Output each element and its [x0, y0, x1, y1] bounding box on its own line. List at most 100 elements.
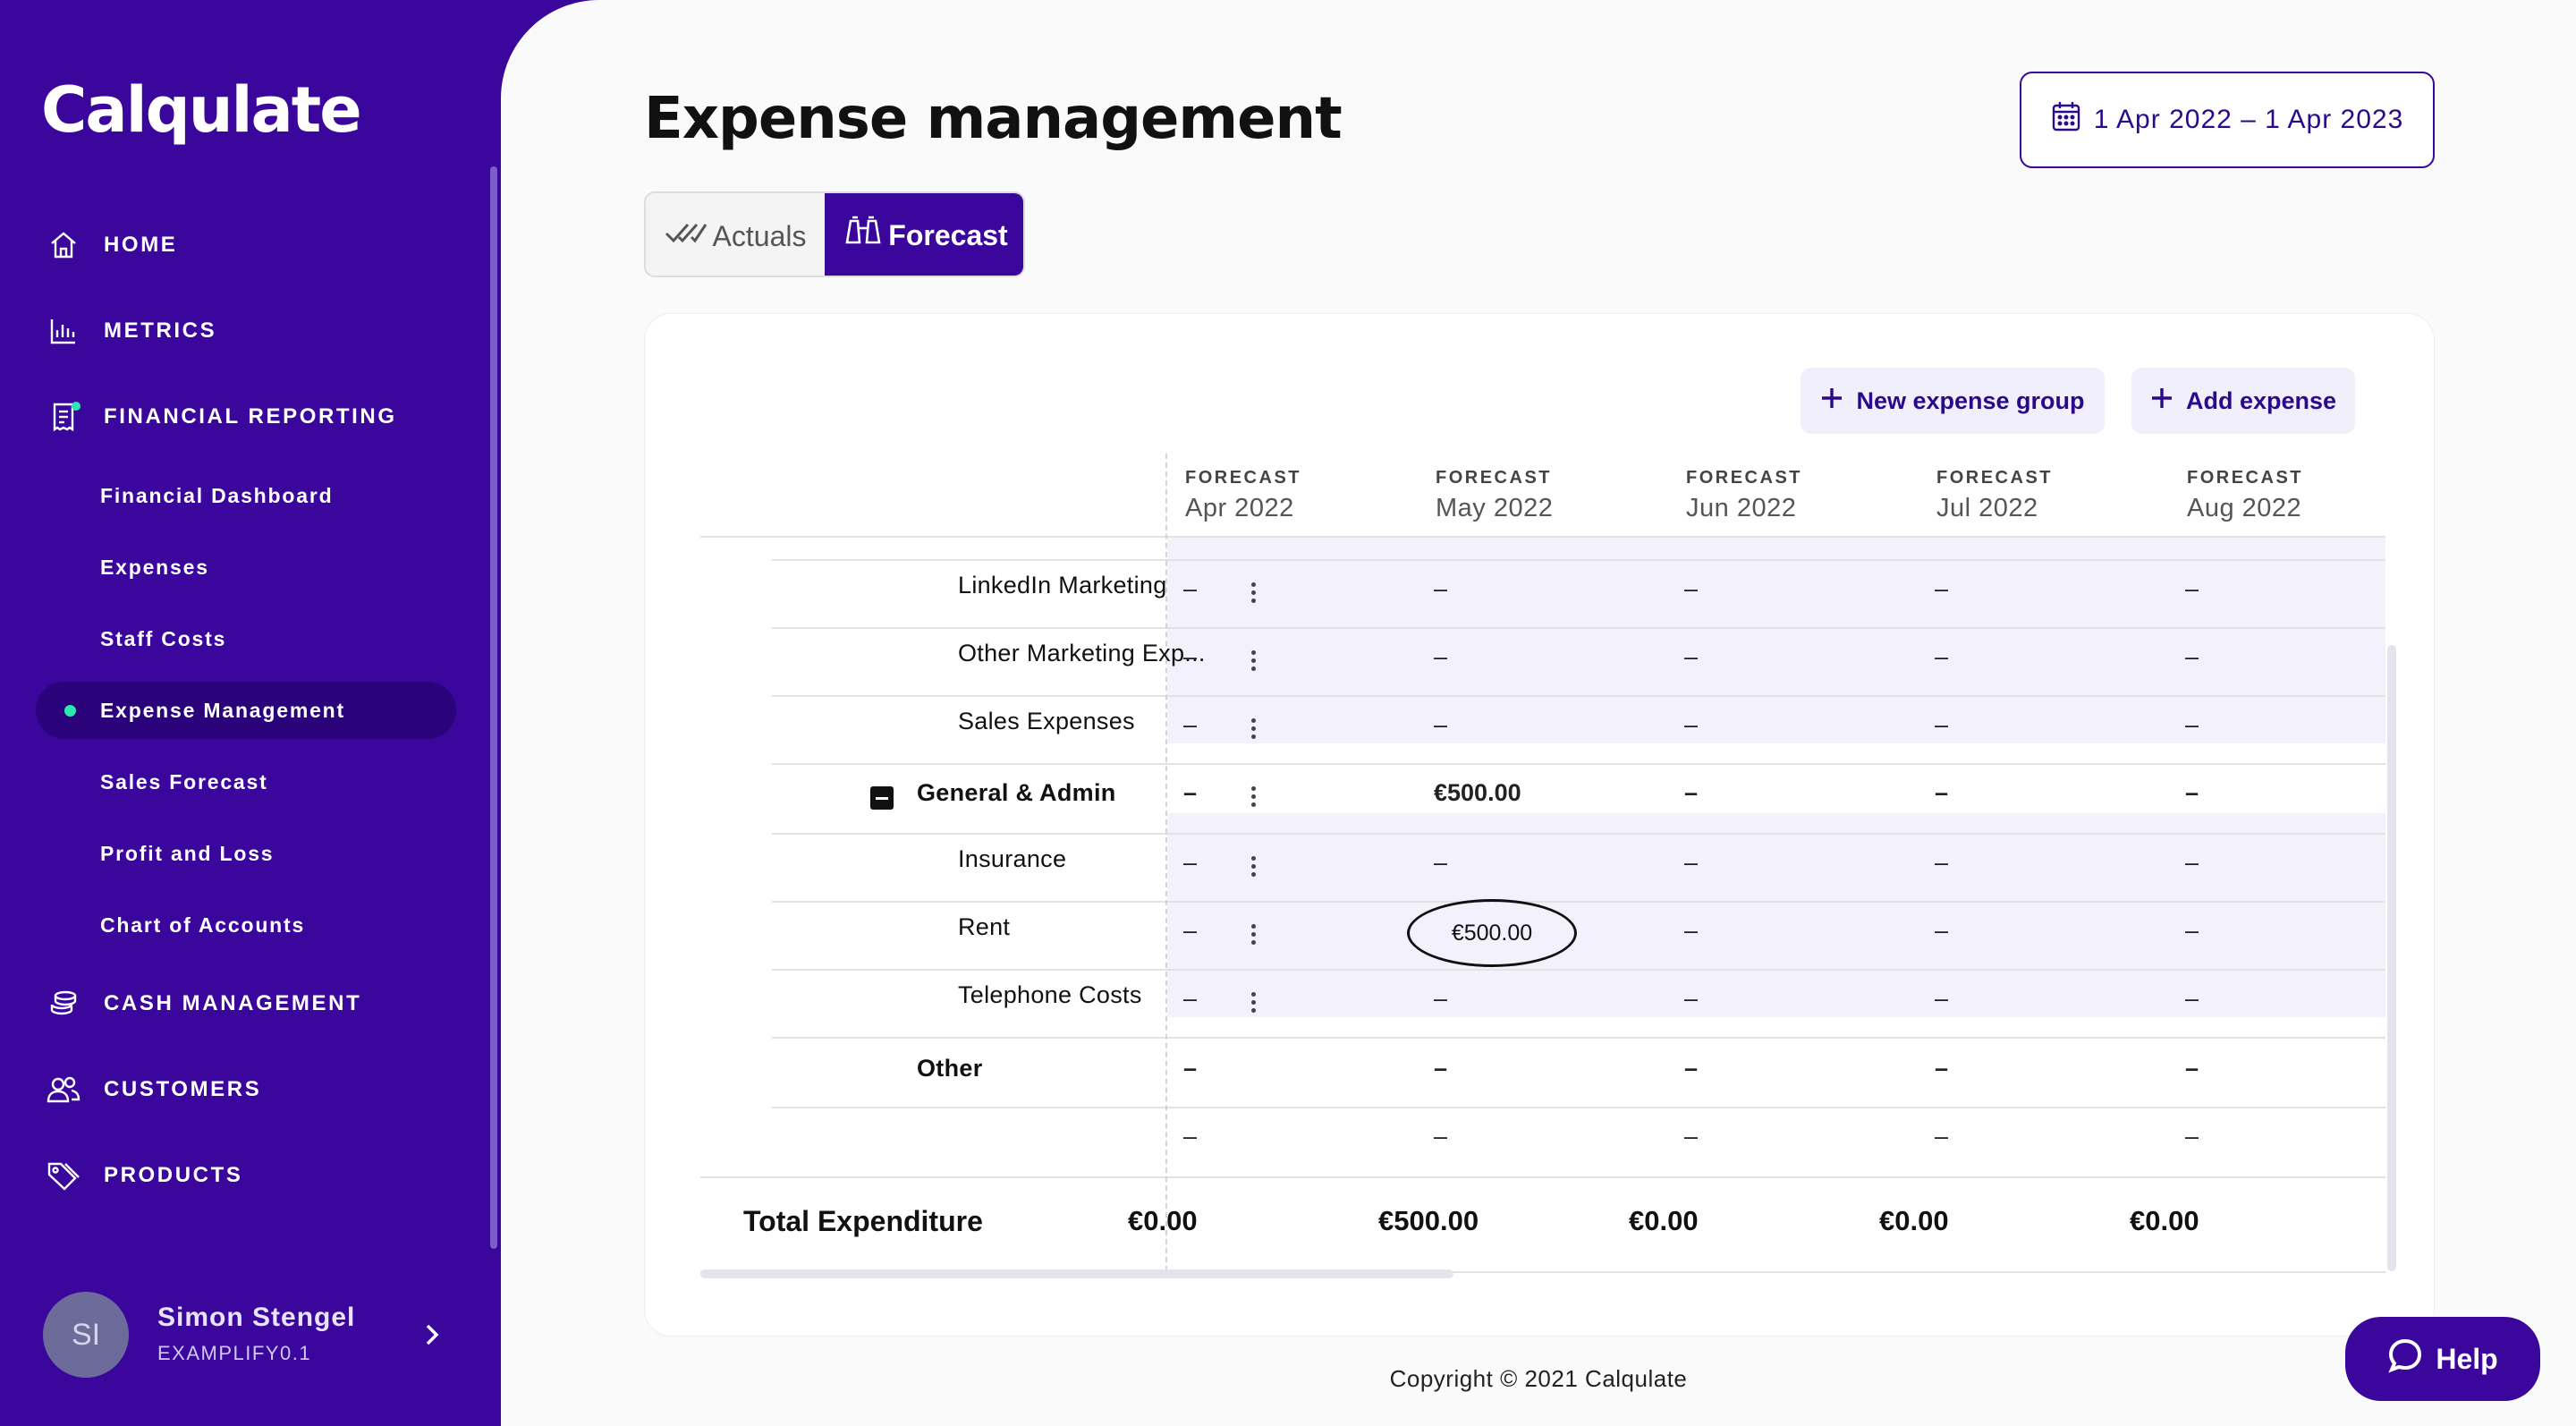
row-menu-icon[interactable]	[1251, 989, 1258, 1016]
home-icon	[47, 228, 80, 262]
nav-financial-reporting[interactable]: FINANCIAL REPORTING	[47, 395, 397, 438]
table-cell[interactable]: –	[1935, 1055, 1949, 1082]
new-expense-group-button[interactable]: New expense group	[1801, 368, 2105, 434]
table-cell[interactable]: –	[1684, 917, 1699, 944]
table-horizontal-scrollbar[interactable]	[700, 1269, 1453, 1278]
table-cell[interactable]: –	[1183, 1055, 1198, 1082]
subnav-expense-management[interactable]: Expense Management	[100, 698, 345, 722]
row-menu-icon[interactable]	[1251, 715, 1258, 743]
row-label-rent: Rent	[958, 913, 1011, 940]
help-button[interactable]: Help	[2345, 1317, 2540, 1401]
row-menu-icon[interactable]	[1251, 579, 1258, 607]
tab-forecast-label: Forecast	[888, 218, 1008, 251]
table-cell[interactable]: –	[1434, 711, 1448, 738]
table-cell[interactable]: –	[1183, 643, 1198, 670]
table-cell[interactable]: –	[1434, 985, 1448, 1012]
table-cell[interactable]: –	[1183, 917, 1198, 944]
divider	[772, 833, 2385, 835]
table-cell[interactable]: –	[1183, 985, 1198, 1012]
table-cell[interactable]: –	[1183, 711, 1198, 738]
users-icon	[47, 1073, 80, 1107]
user-profile[interactable]: SI Simon Stengel EXAMPLIFY0.1	[43, 1292, 463, 1381]
total-cell: €0.00	[1629, 1205, 1699, 1236]
row-label-other-marketing: Other Marketing Exp...	[958, 640, 1206, 666]
tab-actuals[interactable]: Actuals	[646, 193, 825, 276]
table-cell[interactable]: –	[1434, 643, 1448, 670]
subnav-sales-forecast[interactable]: Sales Forecast	[100, 769, 268, 794]
table-cell[interactable]: –	[1183, 849, 1198, 876]
tab-actuals-label: Actuals	[712, 219, 807, 252]
nav-financial-reporting-label: FINANCIAL REPORTING	[104, 404, 397, 429]
column-month: Apr 2022	[1185, 494, 1294, 522]
table-cell[interactable]: –	[1684, 711, 1699, 738]
sidebar-scrollbar[interactable]	[490, 166, 497, 1249]
row-menu-icon[interactable]	[1251, 647, 1258, 675]
table-cell[interactable]: –	[1684, 1123, 1699, 1150]
table-cell[interactable]: –	[2185, 1055, 2199, 1082]
highlighted-cell-rent-may[interactable]: €500.00	[1407, 899, 1577, 967]
nav-customers[interactable]: CUSTOMERS	[47, 1068, 261, 1111]
table-cell[interactable]: –	[1434, 849, 1448, 876]
table-cell[interactable]: –	[1684, 1055, 1699, 1082]
row-menu-icon[interactable]	[1251, 783, 1258, 811]
table-cell[interactable]: –	[1935, 1123, 1949, 1150]
row-label-other: Other	[917, 1055, 983, 1082]
row-shade	[1167, 538, 2385, 743]
row-menu-icon[interactable]	[1251, 921, 1258, 948]
coins-icon	[47, 987, 80, 1021]
table-cell[interactable]: –	[1684, 779, 1699, 806]
nav-home[interactable]: HOME	[47, 224, 177, 267]
nav-products[interactable]: PRODUCTS	[47, 1154, 242, 1197]
row-label-general-admin: General & Admin	[917, 779, 1116, 806]
table-cell[interactable]: –	[1935, 643, 1949, 670]
chevron-right-icon[interactable]	[422, 1319, 444, 1355]
nav-cash-management[interactable]: CASH MANAGEMENT	[47, 982, 361, 1025]
table-cell[interactable]: –	[2185, 985, 2199, 1012]
subnav-staff-costs[interactable]: Staff Costs	[100, 626, 227, 650]
total-expenditure-label: Total Expenditure	[743, 1205, 983, 1237]
calendar-icon	[2051, 100, 2081, 140]
subnav-chart-of-accounts[interactable]: Chart of Accounts	[100, 912, 306, 937]
table-cell[interactable]: –	[1935, 779, 1949, 806]
subnav-profit-and-loss[interactable]: Profit and Loss	[100, 841, 275, 865]
table-cell[interactable]: –	[1935, 575, 1949, 602]
table-cell[interactable]: –	[1434, 575, 1448, 602]
main-content: Expense management 1 Apr 2022 – 1 Apr 20…	[501, 0, 2576, 1426]
table-vertical-scrollbar[interactable]	[2387, 645, 2396, 1271]
collapse-group-icon[interactable]	[870, 786, 894, 810]
plus-icon	[2150, 386, 2174, 416]
table-cell[interactable]: –	[2185, 711, 2199, 738]
subnav-financial-dashboard[interactable]: Financial Dashboard	[100, 483, 334, 507]
table-cell[interactable]: –	[1684, 575, 1699, 602]
table-cell[interactable]: –	[1183, 575, 1198, 602]
table-cell[interactable]: –	[1434, 1055, 1448, 1082]
table-cell[interactable]: –	[2185, 1123, 2199, 1150]
table-cell[interactable]: –	[1684, 985, 1699, 1012]
table-cell[interactable]: –	[1935, 849, 1949, 876]
table-cell[interactable]: –	[1183, 1123, 1198, 1150]
table-cell[interactable]: –	[1684, 849, 1699, 876]
divider	[772, 627, 2385, 629]
table-cell[interactable]: –	[2185, 779, 2199, 806]
divider	[772, 559, 2385, 561]
table-cell[interactable]: –	[1434, 1123, 1448, 1150]
table-cell[interactable]: –	[1935, 711, 1949, 738]
divider	[772, 901, 2385, 903]
table-cell[interactable]: –	[1935, 917, 1949, 944]
row-menu-icon[interactable]	[1251, 853, 1258, 880]
double-check-icon	[665, 219, 708, 253]
table-cell[interactable]: –	[2185, 917, 2199, 944]
tab-forecast[interactable]: Forecast	[825, 193, 1023, 276]
date-range-picker[interactable]: 1 Apr 2022 – 1 Apr 2023	[2020, 72, 2435, 168]
table-cell[interactable]: –	[1684, 643, 1699, 670]
table-cell[interactable]: –	[2185, 849, 2199, 876]
add-expense-button[interactable]: Add expense	[2131, 368, 2355, 434]
table-cell[interactable]: –	[2185, 643, 2199, 670]
subnav-expenses[interactable]: Expenses	[100, 555, 209, 579]
calqulate-logo[interactable]: Calqulate	[41, 73, 362, 147]
nav-metrics[interactable]: METRICS	[47, 310, 216, 352]
table-cell[interactable]: –	[1183, 779, 1198, 806]
table-cell[interactable]: –	[2185, 575, 2199, 602]
table-cell[interactable]: €500.00	[1434, 779, 1521, 806]
table-cell[interactable]: –	[1935, 985, 1949, 1012]
